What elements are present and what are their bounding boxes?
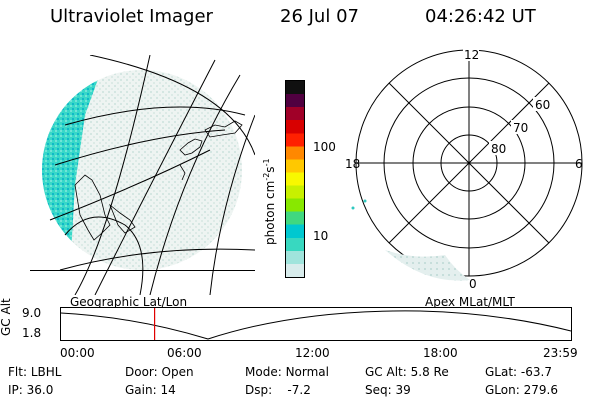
timeline-ytick-min: 1.8 — [22, 326, 42, 340]
glon-field: GLon: 279.6 — [485, 383, 558, 397]
altitude-curve — [60, 310, 572, 340]
coastlines — [74, 120, 243, 241]
altitude-timeline[interactable] — [60, 307, 573, 343]
timeline-xtick-6: 06:00 — [167, 346, 202, 360]
time-label: 04:26:42 UT — [425, 6, 536, 27]
label-bg — [463, 47, 479, 61]
colorbar-tick-10: 10 — [313, 229, 329, 243]
colorbar-unit-label: photon cm-2s-1 — [262, 158, 277, 245]
timeline-xtick-end: 23:59 — [543, 346, 578, 360]
mlt-label-0: 0 — [469, 277, 477, 290]
label-bg — [489, 141, 507, 155]
polar-speck — [363, 199, 367, 203]
dsp-value: -7.2 — [287, 383, 311, 397]
seq-value: 39 — [395, 383, 411, 397]
timeline-xtick-18: 18:00 — [423, 346, 458, 360]
colorbar — [285, 80, 305, 278]
gcalt-value: 5.8 Re — [410, 365, 449, 379]
mlat-label-80: 80 — [491, 142, 506, 156]
timeline-xtick-12: 12:00 — [295, 346, 330, 360]
timeline-ytick-max: 9.0 — [22, 306, 42, 320]
date-label: 26 Jul 07 — [280, 6, 359, 27]
geographic-image[interactable] — [30, 55, 255, 295]
glat-value: -63.7 — [520, 365, 552, 379]
mode-field: Mode: Normal — [245, 365, 329, 379]
gain-field: Gain: 14 — [125, 383, 176, 397]
door-value: Open — [161, 365, 194, 379]
apex-label: Apex MLat/MLT — [425, 295, 515, 309]
mode-value: Normal — [285, 365, 329, 379]
mlt-label-6: 6 — [575, 157, 583, 171]
timeline-ylabel: GC Alt — [0, 298, 13, 336]
dsp-field: Dsp: -7.2 — [245, 383, 311, 397]
mlat-label-60: 60 — [535, 98, 550, 112]
glat-field: GLat: -63.7 — [485, 365, 552, 379]
earth-disc — [42, 70, 242, 270]
mlt-label-18: 18 — [345, 157, 360, 171]
colorbar-tick-100: 100 — [313, 140, 336, 154]
filter-value: LBHL — [30, 365, 62, 379]
mlat-label-70: 70 — [513, 121, 528, 135]
glon-value: 279.6 — [523, 383, 558, 397]
app-title: Ultraviolet Imager — [50, 6, 213, 27]
filter-field: Flt: LBHL — [8, 365, 62, 379]
timeline-xtick-0: 00:00 — [60, 346, 95, 360]
label-bg — [511, 120, 529, 134]
image-bottom-line — [30, 270, 255, 271]
grid-lines — [49, 55, 255, 295]
ip-value: 36.0 — [26, 383, 54, 397]
ip-field: IP: 36.0 — [8, 383, 54, 397]
polar-aurora-patch — [385, 250, 470, 281]
door-field: Door: Open — [125, 365, 194, 379]
mlt-label-12: 12 — [464, 48, 479, 62]
polar-mlt-plot[interactable]: 12 18 6 0 60 70 80 — [345, 45, 590, 290]
polar-spokes — [356, 50, 582, 276]
gain-value: 14 — [160, 383, 176, 397]
gcalt-field: GC Alt: 5.8 Re — [365, 365, 449, 379]
timeline-frame — [60, 307, 572, 341]
polar-speck — [351, 206, 355, 210]
label-bg — [533, 97, 551, 111]
seq-field: Seq: 39 — [365, 383, 411, 397]
geographic-label: Geographic Lat/Lon — [70, 295, 188, 309]
